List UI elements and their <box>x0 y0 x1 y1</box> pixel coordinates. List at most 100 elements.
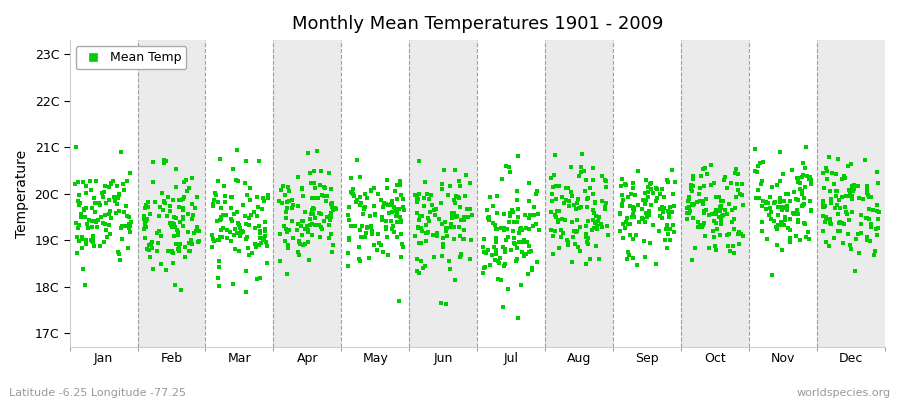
Point <box>173 241 187 247</box>
Point <box>734 181 749 188</box>
Point <box>353 226 367 233</box>
Point <box>581 195 596 201</box>
Point <box>595 224 609 231</box>
Point <box>414 258 428 264</box>
Point <box>525 266 539 273</box>
Point <box>698 165 713 172</box>
Point <box>115 223 130 229</box>
Point <box>349 198 364 205</box>
Point <box>820 176 834 182</box>
Point <box>786 210 800 216</box>
Point <box>166 197 180 204</box>
Point <box>159 267 174 273</box>
Point <box>86 236 100 243</box>
Point <box>86 238 100 245</box>
Point <box>240 234 255 240</box>
Point <box>509 218 524 225</box>
Point <box>255 206 269 212</box>
Point <box>716 212 730 218</box>
Point <box>819 165 833 172</box>
Point <box>656 209 670 215</box>
Point <box>146 158 160 165</box>
Point <box>599 223 614 229</box>
Point <box>420 214 435 221</box>
Point <box>722 200 736 207</box>
Point <box>217 183 231 189</box>
Point <box>380 177 394 183</box>
Point <box>506 228 520 234</box>
Point <box>684 188 698 194</box>
Point <box>600 231 615 238</box>
Point <box>521 243 535 249</box>
Point <box>830 188 844 194</box>
Point <box>280 199 294 205</box>
Point <box>180 188 194 194</box>
Point <box>755 228 770 234</box>
Point <box>117 187 131 193</box>
Point <box>728 205 742 212</box>
Point <box>272 198 286 204</box>
Point <box>860 236 875 243</box>
Point <box>321 222 336 228</box>
Point <box>762 212 777 218</box>
Point <box>836 172 850 179</box>
Point <box>561 241 575 248</box>
Point <box>292 221 306 228</box>
Point <box>423 208 437 215</box>
Point <box>292 239 306 245</box>
Point <box>71 238 86 244</box>
Point <box>226 281 240 288</box>
Point <box>649 198 663 204</box>
Point <box>146 179 160 186</box>
Point <box>482 214 496 220</box>
Point <box>594 173 608 180</box>
Point <box>342 204 356 210</box>
Point <box>518 211 532 218</box>
Point <box>861 206 876 212</box>
Point <box>204 232 219 238</box>
Point <box>222 229 237 235</box>
Point <box>693 185 707 192</box>
Point <box>619 215 634 221</box>
Point <box>584 227 598 234</box>
Point <box>453 254 467 260</box>
Point <box>477 248 491 255</box>
Point <box>356 210 371 217</box>
Point <box>114 224 129 231</box>
Point <box>829 170 843 177</box>
Point <box>290 227 304 234</box>
Point <box>280 205 294 211</box>
Point <box>662 213 676 220</box>
Point <box>112 256 127 263</box>
Point <box>544 190 559 197</box>
Point <box>616 200 630 207</box>
Point <box>831 228 845 234</box>
Point <box>510 245 525 251</box>
Point <box>305 221 320 228</box>
Point <box>589 200 603 206</box>
Point <box>169 184 184 190</box>
Point <box>861 216 876 222</box>
Point <box>186 212 201 218</box>
Point <box>594 220 608 227</box>
Point <box>598 204 612 210</box>
Point <box>775 222 789 228</box>
Point <box>75 234 89 240</box>
Point <box>498 249 512 256</box>
Point <box>655 204 670 210</box>
Point <box>507 235 521 241</box>
Point <box>320 192 335 199</box>
Point <box>818 202 832 209</box>
Point <box>586 165 600 172</box>
Point <box>298 226 312 232</box>
Point <box>756 198 770 204</box>
Point <box>697 183 711 189</box>
Point <box>152 204 166 210</box>
Point <box>223 238 238 244</box>
Point <box>723 248 737 254</box>
Point <box>871 180 886 186</box>
Point <box>797 221 812 227</box>
Point <box>662 231 676 237</box>
Point <box>382 252 396 258</box>
Point <box>796 160 810 166</box>
